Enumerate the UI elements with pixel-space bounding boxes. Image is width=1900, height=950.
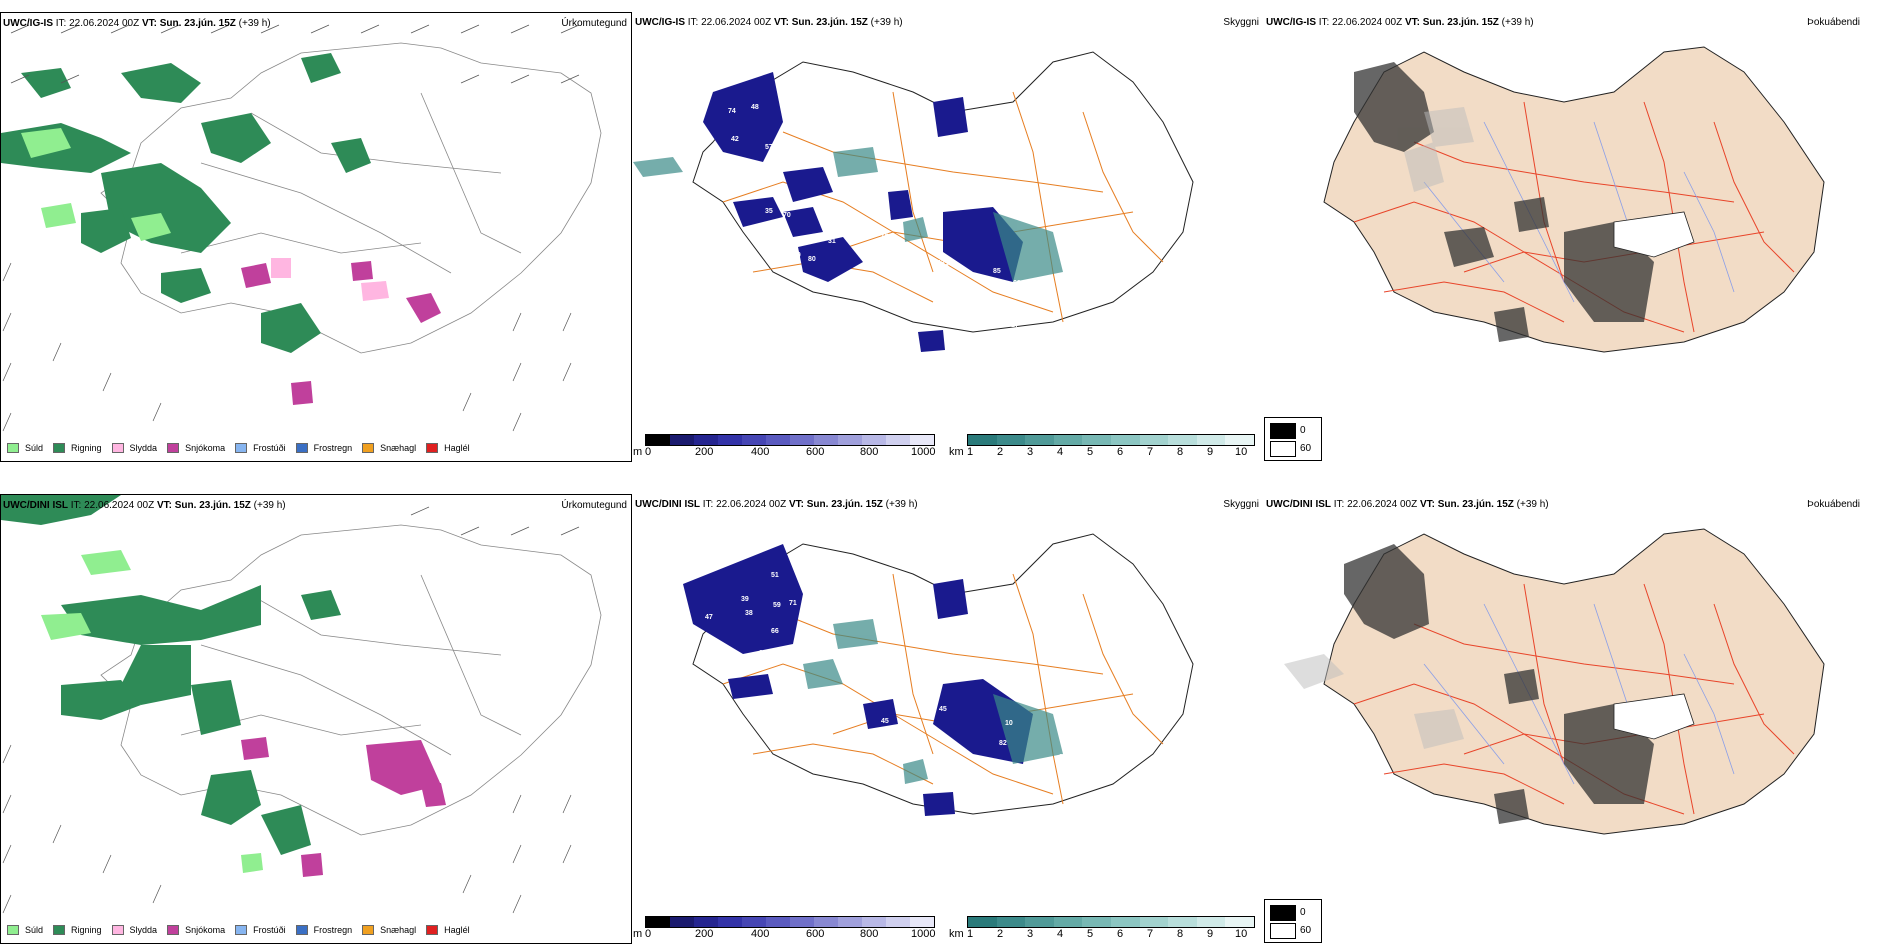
contour-labels-row1: 74 48 42 57 70 16 35 70 20 53 36 35 80 3…: [673, 104, 1069, 407]
precip-legend-row2: Súld Rigning Slydda Snjókoma Frostúði Fr…: [7, 925, 480, 935]
elevation-ticks: m 0 200 400 600 800 1000: [633, 928, 936, 940]
fog-index-map-row1: UWC/IG-IS IT: 22.06.2024 00Z VT: Sun. 23…: [1264, 12, 1900, 462]
visibility-ticks: km 1 2 3 4 5 6 7 8 9 10: [949, 928, 1248, 940]
iceland-outline: [692, 51, 1194, 333]
contour-labels-row2: 51 39 38 59 71 47 66 93 35 45 85 45 10 8…: [677, 572, 1067, 885]
panel-variable-right-row2: Þokuábendi: [1807, 499, 1860, 510]
legend-item: Haglél: [426, 925, 470, 935]
fog-key-white-label: 60: [1300, 443, 1312, 454]
fog-key-black-label: 0: [1300, 425, 1306, 436]
visibility-ticks: km 1 2 3 4 5 6 7 8 9 10: [949, 446, 1248, 458]
visibility-map-row1: UWC/IG-IS IT: 22.06.2024 00Z VT: Sun. 23…: [633, 12, 1263, 462]
visibility-map-svg: [633, 51, 1194, 352]
visibility-map-row2: UWC/DINI ISL IT: 22.06.2024 00Z VT: Sun.…: [633, 494, 1263, 944]
iceland-outline: [692, 533, 1194, 815]
elevation-colorbar-row2: m 0 200 400 600 800 1000: [633, 914, 943, 944]
legend-item: Frostregn: [295, 443, 352, 453]
panel-variable-mid-row2: Skyggni: [1223, 499, 1259, 510]
elevation-colorbar-strip: [645, 434, 935, 446]
iceland-land: [1323, 528, 1825, 835]
panel-variable-mid-row1: Skyggni: [1223, 17, 1259, 28]
legend-item: Súld: [7, 925, 43, 935]
panel-title-mid-row2: UWC/DINI ISL IT: 22.06.2024 00Z VT: Sun.…: [635, 499, 918, 510]
legend-item: Súld: [7, 443, 43, 453]
precip-map-svg: [1, 24, 602, 432]
visibility-map-svg: [683, 533, 1194, 816]
panel-variable-left-row2: Úrkomutegund: [561, 500, 627, 511]
panel-title-right-row2: UWC/DINI ISL IT: 22.06.2024 00Z VT: Sun.…: [1266, 499, 1549, 510]
legend-item: Snjókoma: [167, 925, 225, 935]
panel-title-left-row2: UWC/DINI ISL IT: 22.06.2024 00Z VT: Sun.…: [3, 500, 286, 511]
fog-map-svg: [1264, 514, 1900, 914]
legend-item: Snjókoma: [167, 443, 225, 453]
precip-legend-row1: Súld Rigning Slydda Snjókoma Frostúði Fr…: [7, 443, 480, 453]
legend-item: Snæhagl: [362, 443, 416, 453]
precip-type-map-row1: UWC/IG-IS IT: 22.06.2024 00Z VT: Sun. 23…: [0, 12, 632, 462]
panel-title-mid-row1: UWC/IG-IS IT: 22.06.2024 00Z VT: Sun. 23…: [635, 17, 903, 28]
fog-key-white-swatch: [1270, 923, 1296, 939]
fog-key: 0 60: [1264, 899, 1324, 944]
legend-item: Slydda: [111, 925, 157, 935]
visibility-colorbar-row2: km 1 2 3 4 5 6 7 8 9 10: [943, 914, 1263, 944]
legend-item: Haglél: [426, 443, 470, 453]
panel-variable-left-row1: Úrkomutegund: [561, 18, 627, 29]
legend-item: Rigning: [53, 443, 102, 453]
elevation-colorbar-strip: [645, 916, 935, 928]
iceland-outline: [100, 42, 602, 354]
panel-variable-right-row1: Þokuábendi: [1807, 17, 1860, 28]
precip-type-map-row2: UWC/DINI ISL IT: 22.06.2024 00Z VT: Sun.…: [0, 494, 632, 944]
legend-item: Rigning: [53, 925, 102, 935]
fog-key-black-swatch: [1270, 423, 1296, 439]
fog-key-black-label: 0: [1300, 907, 1306, 918]
fog-key-white-swatch: [1270, 441, 1296, 457]
elevation-colorbar-row1: m 0 200 400 600 800 1000: [633, 432, 943, 462]
panel-title-left-row1: UWC/IG-IS IT: 22.06.2024 00Z VT: Sun. 23…: [3, 18, 271, 29]
precip-map-svg: [1, 495, 602, 914]
fog-key-white-label: 60: [1300, 925, 1312, 936]
legend-item: Slydda: [111, 443, 157, 453]
visibility-colorbar-strip: [967, 916, 1255, 928]
fog-map-svg: [1264, 32, 1900, 432]
fog-index-map-row2: UWC/DINI ISL IT: 22.06.2024 00Z VT: Sun.…: [1264, 494, 1900, 944]
fog-key-black-swatch: [1270, 905, 1296, 921]
visibility-colorbar-row1: km 1 2 3 4 5 6 7 8 9 10: [943, 432, 1263, 462]
fog-key: 0 60: [1264, 417, 1324, 462]
legend-item: Snæhagl: [362, 925, 416, 935]
legend-item: Frostregn: [295, 925, 352, 935]
iceland-outline: [100, 524, 602, 836]
panel-title-right-row1: UWC/IG-IS IT: 22.06.2024 00Z VT: Sun. 23…: [1266, 17, 1534, 28]
legend-item: Frostúði: [235, 443, 286, 453]
legend-item: Frostúði: [235, 925, 286, 935]
visibility-colorbar-strip: [967, 434, 1255, 446]
elevation-ticks: m 0 200 400 600 800 1000: [633, 446, 936, 458]
